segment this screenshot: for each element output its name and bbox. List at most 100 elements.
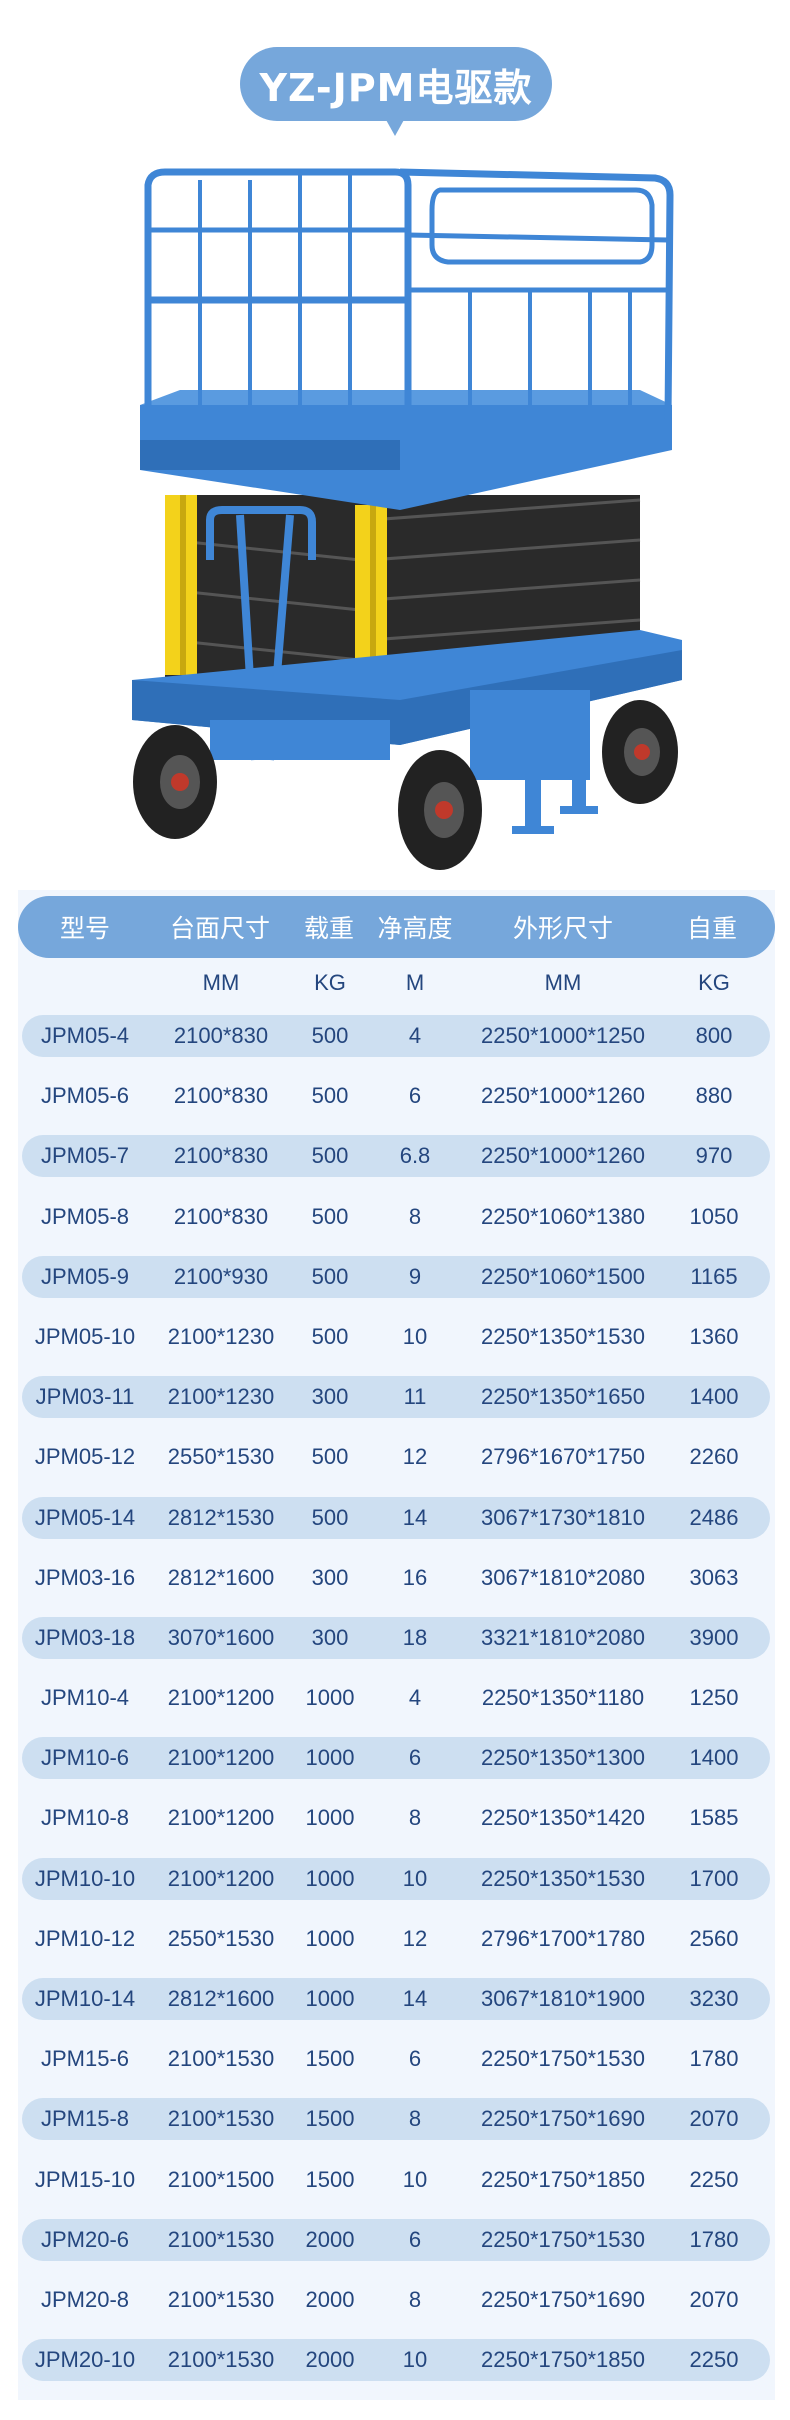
cell-model: JPM05-10: [34, 1323, 136, 1349]
scissor-lift-image: [132, 168, 682, 870]
cell-platform-size: 2100*1200: [167, 1745, 275, 1771]
cell-model: JPM10-10: [34, 1865, 136, 1891]
row-background: [22, 1015, 770, 1057]
cell-height: 6: [408, 2046, 422, 2072]
cell-load: 500: [311, 1444, 349, 1470]
cell-dimensions: 2250*1350*1180: [481, 1685, 645, 1711]
cell-weight: 1585: [689, 1805, 739, 1831]
cell-height: 10: [402, 1865, 428, 1891]
header-model: 型号: [59, 914, 111, 943]
cell-platform-size: 2550*1530: [167, 1444, 275, 1470]
cell-weight: 3063: [689, 1564, 739, 1590]
cell-dimensions: 2796*1670*1750: [481, 1444, 645, 1470]
cell-weight: 1360: [689, 1323, 739, 1349]
cell-platform-size: 3070*1600: [167, 1624, 275, 1650]
cell-weight: 1780: [689, 2046, 739, 2072]
cell-height: 6.8: [399, 1143, 431, 1169]
table-body: JPM05-4 2100*830 500 4 2250*1000*1250 800 JPM0…: [0, 1015, 790, 2399]
cell-model: JPM03-16: [34, 1564, 136, 1590]
cell-platform-size: 2812*1600: [167, 1564, 275, 1590]
cell-dimensions: 2250*1350*1650: [481, 1384, 645, 1410]
wheel: [133, 725, 217, 839]
cell-weight: 2070: [689, 2286, 739, 2312]
cell-height: 4: [408, 1685, 422, 1711]
cell-platform-size: 2812*1530: [167, 1504, 275, 1530]
cell-load: 300: [311, 1624, 349, 1650]
table-row: JPM20-8 2100*1530 2000 8 2250*1750*1690 2070: [0, 2279, 790, 2339]
cell-load: 1500: [305, 2046, 355, 2072]
row-background: [22, 1616, 770, 1659]
cell-load: 2000: [305, 2226, 355, 2252]
cell-load: 300: [311, 1384, 349, 1410]
row-background: [22, 1978, 770, 2020]
cell-platform-size: 2100*930: [173, 1263, 269, 1289]
bubble-tail: [385, 118, 405, 136]
table-row: JPM10-14 2812*1600 1000 14 3067*1810*1900 323…: [0, 1978, 790, 2038]
cell-platform-size: 2100*1230: [167, 1323, 275, 1349]
cell-load: 500: [311, 1143, 349, 1169]
cell-dimensions: 2250*1750*1690: [481, 2106, 645, 2132]
cell-weight: 970: [695, 1143, 733, 1169]
cell-load: 1000: [305, 1685, 355, 1711]
cell-platform-size: 2812*1600: [167, 1986, 275, 2011]
table-row: JPM20-10 2100*1530 2000 10 2250*1750*1850 225…: [0, 2339, 790, 2399]
row-background: [22, 2279, 770, 2321]
row-background: [22, 2339, 770, 2382]
cell-height: 10: [402, 1323, 428, 1349]
cell-platform-size: 2100*830: [173, 1023, 269, 1048]
table-row: JPM05-6 2100*830 500 6 2250*1000*1260 880: [0, 1075, 790, 1135]
row-background: [22, 2038, 770, 2080]
row-background: [22, 1496, 770, 1539]
table-row: JPM20-6 2100*1530 2000 6 2250*1750*1530 1780: [0, 2218, 790, 2279]
unit-platform-size: MM: [202, 970, 240, 995]
cell-load: 1500: [305, 2166, 355, 2192]
row-background: [22, 1075, 770, 1117]
cell-load: 2000: [305, 2286, 355, 2312]
cell-dimensions: 2250*1750*1530: [481, 2046, 645, 2072]
cell-height: 8: [408, 2286, 422, 2312]
cell-load: 500: [311, 1023, 349, 1048]
cell-height: 18: [402, 1624, 428, 1650]
cell-load: 500: [311, 1203, 349, 1229]
row-background: [22, 1677, 770, 1719]
cell-height: 14: [402, 1986, 428, 2011]
platform: [140, 390, 672, 510]
row-background: [22, 1135, 770, 1178]
cell-height: 6: [408, 1745, 422, 1771]
table-row: JPM05-4 2100*830 500 4 2250*1000*1250 800: [0, 1015, 790, 1075]
header-height: 净高度: [377, 914, 453, 943]
cell-model: JPM20-6: [40, 2226, 130, 2252]
cell-weight: 2486: [689, 1504, 739, 1530]
row-background: [22, 1196, 770, 1238]
row-background: [22, 1376, 770, 1419]
cell-height: 12: [402, 1925, 428, 1951]
header-dimensions: 外形尺寸: [512, 914, 614, 943]
cell-model: JPM10-4: [40, 1685, 130, 1711]
table-row: JPM05-10 2100*1230 500 10 2250*1350*1530 1360: [0, 1316, 790, 1376]
cell-height: 6: [408, 1083, 422, 1109]
cell-model: JPM03-18: [34, 1624, 136, 1650]
row-background: [22, 2218, 770, 2261]
cell-height: 8: [408, 1203, 422, 1229]
cell-dimensions: 2250*1000*1260: [481, 1143, 645, 1169]
cell-dimensions: 2250*1750*1690: [481, 2286, 645, 2312]
cell-dimensions: 2250*1350*1300: [481, 1745, 645, 1771]
guard-rail: [144, 168, 674, 440]
table-row: JPM15-6 2100*1530 1500 6 2250*1750*1530 1780: [0, 2038, 790, 2098]
header-load: 载重: [303, 914, 355, 943]
cell-model: JPM15-10: [34, 2166, 136, 2192]
cell-dimensions: 3067*1810*2080: [481, 1564, 645, 1590]
table-row: JPM10-8 2100*1200 1000 8 2250*1350*1420 1585: [0, 1797, 790, 1857]
cell-dimensions: 2250*1000*1250: [481, 1023, 645, 1048]
cell-platform-size: 2100*830: [173, 1203, 269, 1229]
cell-platform-size: 2100*1200: [167, 1865, 275, 1891]
cell-load: 1000: [305, 1925, 355, 1951]
cell-weight: 3900: [689, 1624, 739, 1650]
cell-dimensions: 2796*1700*1780: [481, 1925, 645, 1951]
cell-load: 1000: [305, 1865, 355, 1891]
cell-model: JPM20-8: [40, 2286, 130, 2312]
cell-weight: 1050: [689, 1203, 739, 1229]
cell-weight: 2260: [689, 1444, 739, 1470]
cell-dimensions: 2250*1750*1530: [481, 2226, 645, 2252]
cell-platform-size: 2100*1530: [167, 2226, 275, 2252]
